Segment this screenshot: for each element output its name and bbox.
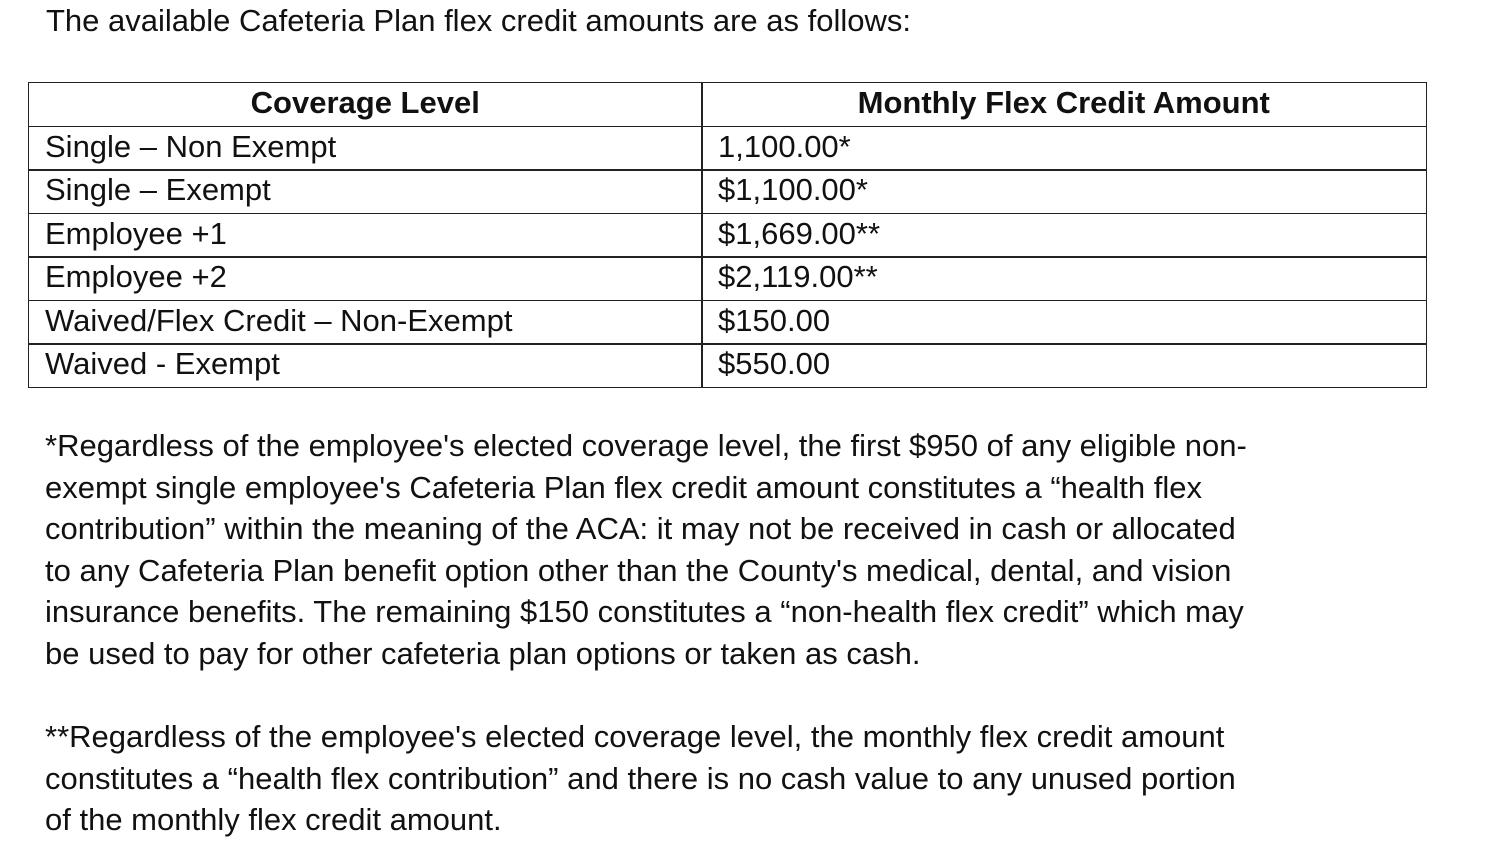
table-cell: Waived - Exempt bbox=[28, 343, 703, 388]
footnote-line: *Regardless of the employee's elected co… bbox=[45, 428, 1247, 463]
table-header-cell: Monthly Flex Credit Amount bbox=[701, 82, 1427, 127]
table-cell: 1,100.00* bbox=[701, 125, 1427, 171]
footnote-line: exempt single employee's Cafeteria Plan … bbox=[45, 469, 1202, 505]
table-cell: $1,100.00* bbox=[701, 169, 1427, 214]
intro: The available Cafeteria Plan flex credit… bbox=[46, 3, 911, 38]
table-cell: $550.00 bbox=[701, 343, 1427, 388]
table-cell: Waived/Flex Credit – Non-Exempt bbox=[28, 299, 703, 345]
table-cell: $1,669.00** bbox=[701, 212, 1427, 258]
table-cell: $150.00 bbox=[701, 299, 1427, 345]
table-header-cell: Coverage Level bbox=[28, 82, 703, 127]
footnote-line: constitutes a “health flex contribution”… bbox=[45, 760, 1236, 796]
table-cell: Single – Exempt bbox=[28, 169, 703, 214]
footnote-line: contribution” within the meaning of the … bbox=[45, 511, 1236, 547]
footnote-line: insurance benefits. The remaining $150 c… bbox=[45, 594, 1244, 630]
footnote-line: **Regardless of the employee's elected c… bbox=[45, 719, 1225, 754]
table-cell: Employee +2 bbox=[28, 256, 703, 301]
table-cell: Employee +1 bbox=[28, 212, 703, 258]
footnote-line: of the monthly flex credit amount. bbox=[45, 802, 502, 838]
footnote-line: be used to pay for other cafeteria plan … bbox=[45, 636, 921, 671]
footnote-line: to any Cafeteria Plan benefit option oth… bbox=[45, 552, 1232, 588]
table-cell: Single – Non Exempt bbox=[28, 125, 703, 171]
table-cell: $2,119.00** bbox=[701, 256, 1427, 301]
